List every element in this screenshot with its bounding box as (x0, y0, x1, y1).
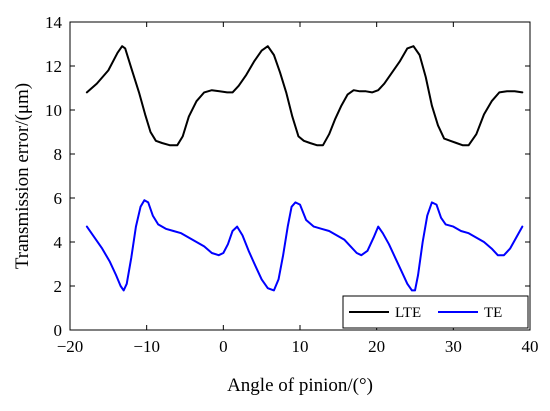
series-line-te (85, 199, 524, 292)
ticks-layer: −20 −10 0 10 20 30 40 0 2 4 6 8 10 12 14 (45, 13, 539, 356)
y-tick-label: 0 (54, 321, 63, 340)
legend-label-te: TE (484, 305, 502, 321)
y-tick-label: 10 (45, 101, 62, 120)
y-tick-label: 12 (45, 57, 62, 76)
x-tick-label: 30 (445, 337, 462, 356)
x-tick-label: −20 (57, 337, 84, 356)
y-tick-label: 6 (54, 189, 63, 208)
y-axis-label: Transmission error/(μm) (12, 83, 33, 269)
y-tick-label: 14 (45, 13, 63, 32)
x-tick-label: 40 (522, 337, 539, 356)
x-tick-label: 0 (219, 337, 228, 356)
series-layer (85, 45, 524, 292)
axes-layer (69, 21, 531, 331)
y-tick-label: 4 (54, 233, 63, 252)
x-axis-label: Angle of pinion/(°) (227, 375, 373, 396)
y-tick-label: 8 (54, 145, 63, 164)
legend-label-lte: LTE (395, 305, 421, 321)
legend: LTE TE (342, 295, 529, 329)
plot-frame (69, 21, 531, 331)
x-tick-label: −10 (133, 337, 160, 356)
series-line-lte (85, 45, 524, 147)
y-tick-label: 2 (54, 277, 63, 296)
x-tick-label: 20 (368, 337, 385, 356)
x-tick-label: 10 (292, 337, 309, 356)
